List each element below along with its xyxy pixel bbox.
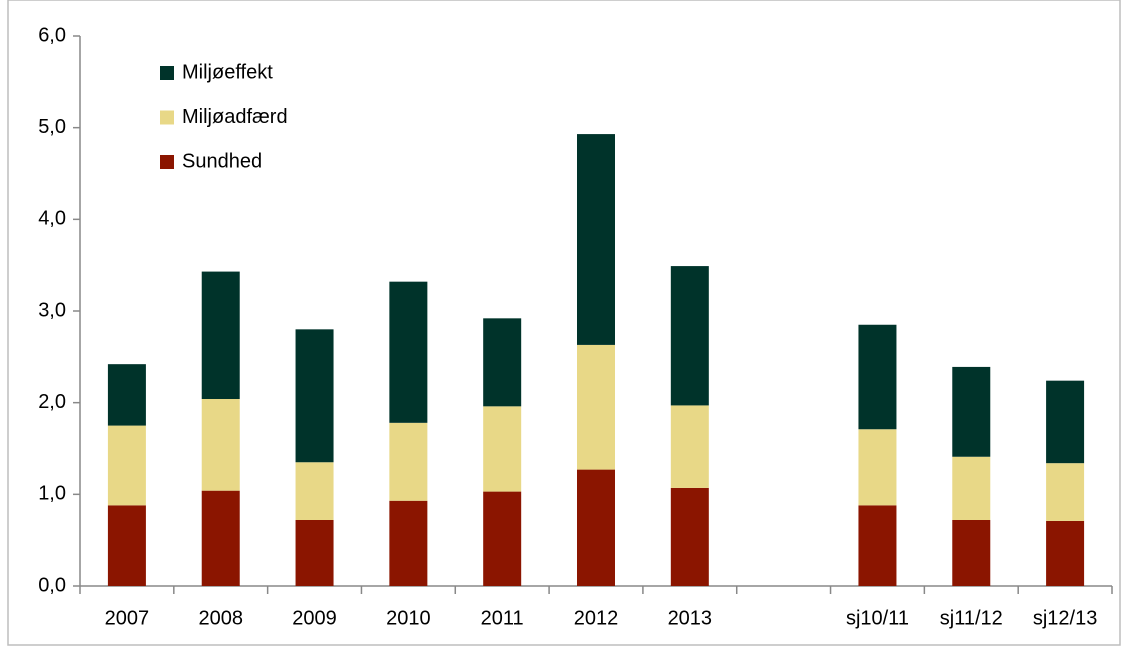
bar-segment (295, 520, 334, 586)
bar-segment (577, 469, 615, 586)
legend-swatch (160, 110, 174, 125)
bar-segment (295, 462, 334, 520)
x-tick-label: sj12/13 (1033, 607, 1098, 629)
y-tick-label: 1,0 (38, 483, 66, 505)
x-tick-label: 2013 (668, 607, 713, 629)
bar-segment (107, 364, 146, 426)
legend-swatch (160, 155, 174, 169)
legend-label: Sundhed (182, 150, 262, 172)
x-tick-label: 2007 (105, 607, 150, 629)
x-tick-label: 2011 (481, 607, 524, 629)
bar-segment (295, 329, 334, 463)
y-tick-label: 0,0 (38, 574, 66, 596)
bar-segment (858, 429, 897, 506)
bar-segment (952, 520, 991, 586)
bar-segment (107, 505, 146, 586)
bar-segment (483, 491, 522, 586)
bar-segment (201, 399, 240, 491)
bar-segment (670, 487, 709, 586)
chart-border (7, 0, 1121, 646)
x-tick-label: sj11/12 (940, 607, 1003, 629)
bar-segment (389, 281, 428, 423)
legend-swatch (160, 66, 174, 80)
bar-segment (858, 324, 897, 430)
bar-segment (483, 318, 522, 407)
bar-segment (1046, 463, 1085, 521)
y-tick-label: 5,0 (38, 116, 66, 138)
x-tick-label: 2012 (574, 607, 619, 629)
x-tick-label: 2008 (198, 607, 243, 629)
x-tick-label: 2010 (386, 607, 431, 629)
bar-segment (952, 456, 991, 520)
bar-segment (577, 134, 615, 345)
bar-segment (670, 266, 709, 406)
bar-segment (201, 490, 240, 586)
x-tick-label: 2009 (292, 607, 337, 629)
bar-segment (107, 425, 146, 506)
y-tick-label: 2,0 (38, 391, 66, 413)
legend-label: Miljøeffekt (182, 61, 273, 83)
legend-label: Miljøadfærd (182, 106, 288, 128)
x-tick-label: sj10/11 (846, 607, 909, 629)
y-tick-label: 6,0 (38, 24, 66, 46)
y-tick-label: 3,0 (38, 299, 66, 321)
bar-segment (577, 344, 615, 470)
bar-segment (389, 422, 428, 501)
bar-segment (201, 271, 240, 399)
bar-segment (483, 406, 522, 492)
bar-segment (858, 505, 897, 586)
bar-segment (670, 405, 709, 488)
bar-segment (1046, 380, 1085, 464)
bar-segment (1046, 520, 1085, 586)
bar-segment (952, 366, 991, 457)
y-tick-label: 4,0 (38, 208, 66, 230)
bar-segment (389, 500, 428, 586)
